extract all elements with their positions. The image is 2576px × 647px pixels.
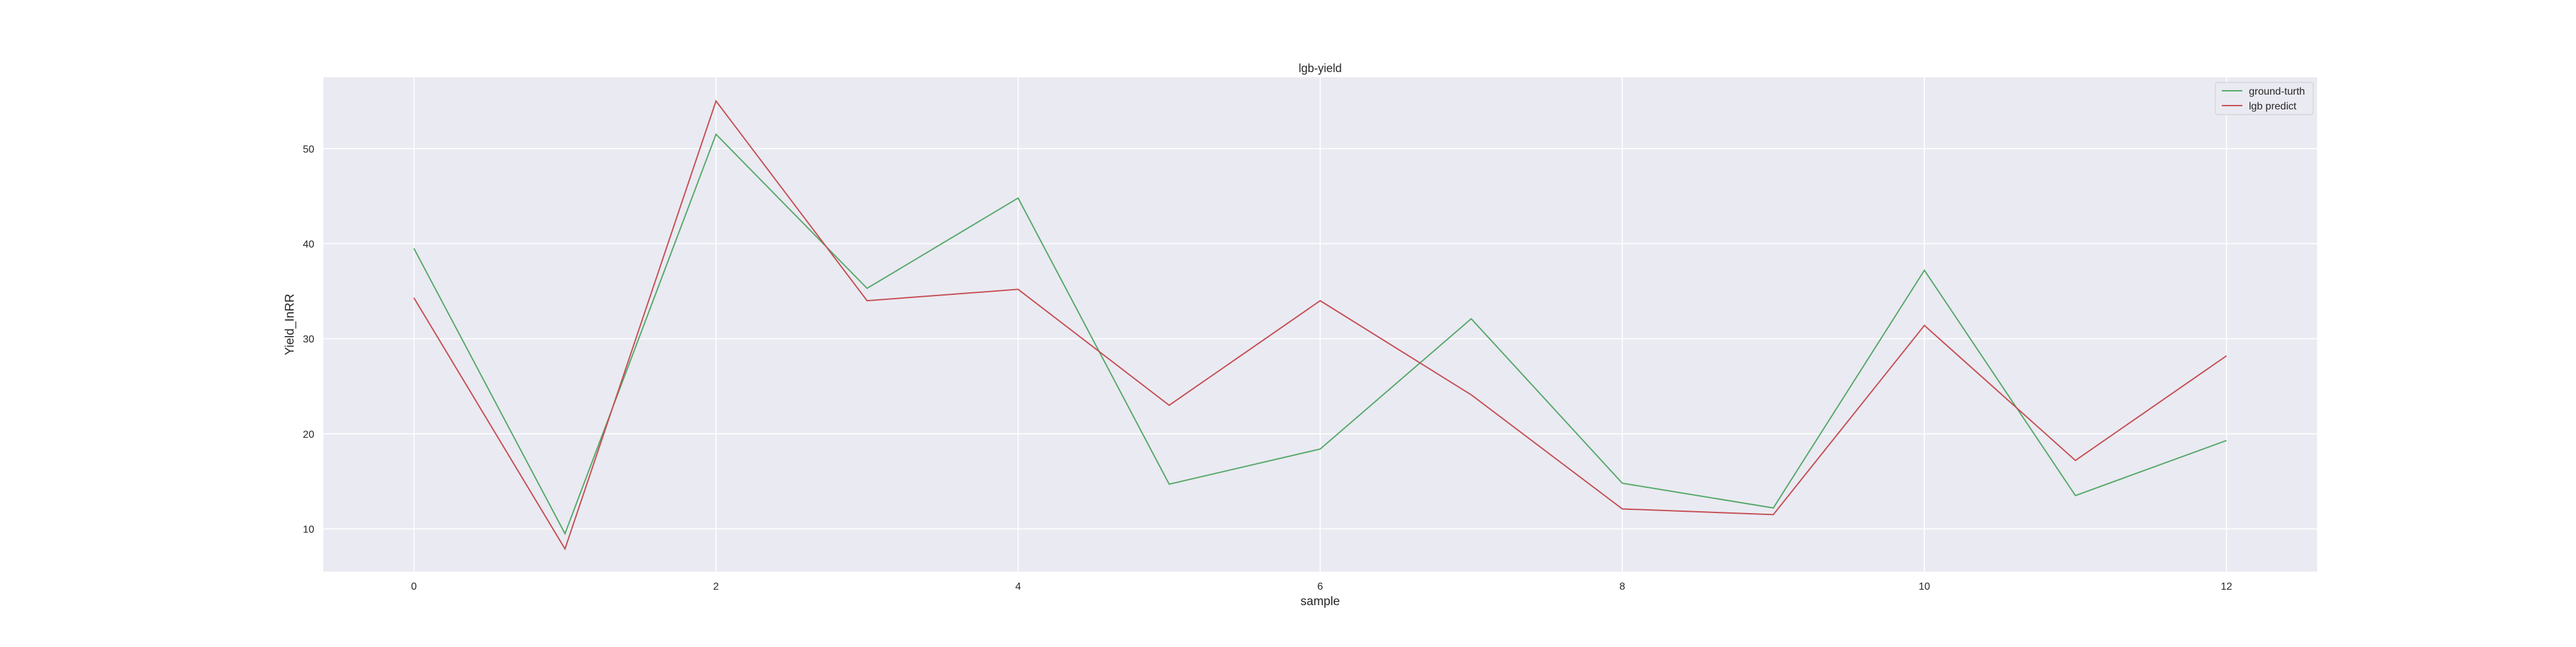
series-lines	[413, 99, 2227, 550]
legend-label-lgb-predict: lgb predict	[2249, 101, 2297, 112]
chart-title: lgb-yield	[1298, 62, 1341, 75]
x-tick-label: 8	[1620, 581, 1625, 592]
grid-lines	[323, 77, 2317, 572]
x-tick-label: 10	[1918, 581, 1930, 592]
y-axis-label: Yield_InRR	[283, 294, 297, 355]
series-line-lgb-predict	[413, 99, 2227, 550]
y-tick-label: 20	[303, 429, 314, 440]
legend-label-ground-turth: ground-turth	[2249, 86, 2305, 97]
y-tick-label: 50	[303, 144, 314, 155]
series-line-ground-turth	[413, 133, 2227, 536]
y-tick-label: 40	[303, 239, 314, 250]
x-axis-label: sample	[1300, 595, 1340, 608]
y-tick-label: 10	[303, 525, 314, 536]
x-tick-label: 6	[1318, 581, 1323, 592]
x-tick-label: 0	[411, 581, 417, 592]
x-tick-label: 12	[2221, 581, 2232, 592]
x-tick-label: 2	[713, 581, 719, 592]
legend: ground-turth lgb predict	[2215, 82, 2314, 115]
tick-labels: 0 2 4 6 8 10 12 10 20 30 40 50	[303, 144, 2232, 592]
y-tick-label: 30	[303, 334, 314, 345]
x-tick-label: 4	[1015, 581, 1021, 592]
